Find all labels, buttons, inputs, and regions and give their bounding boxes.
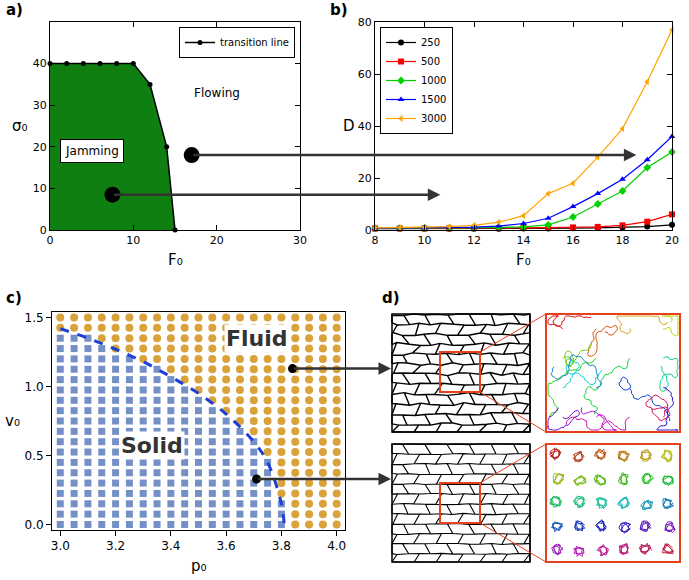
svg-text:1.5: 1.5: [25, 311, 44, 325]
svg-text:40: 40: [33, 57, 47, 70]
svg-text:1000: 1000: [421, 75, 446, 86]
svg-text:16: 16: [566, 234, 580, 247]
svg-text:20: 20: [665, 234, 679, 247]
svg-text:4.0: 4.0: [327, 539, 346, 553]
svg-text:v₀: v₀: [5, 412, 20, 430]
svg-text:σ₀: σ₀: [12, 117, 28, 135]
svg-text:1.0: 1.0: [25, 380, 44, 394]
svg-text:10: 10: [126, 234, 140, 247]
svg-text:F₀: F₀: [516, 251, 531, 269]
svg-text:0: 0: [47, 234, 54, 247]
svg-text:3.6: 3.6: [217, 539, 236, 553]
svg-text:F₀: F₀: [168, 251, 183, 269]
svg-text:20: 20: [210, 234, 224, 247]
svg-text:Solid: Solid: [121, 433, 183, 458]
svg-text:500: 500: [421, 56, 440, 67]
svg-text:10: 10: [33, 182, 47, 195]
svg-text:transition line: transition line: [220, 37, 289, 48]
svg-text:3.2: 3.2: [106, 539, 125, 553]
svg-text:12: 12: [467, 234, 481, 247]
svg-text:Fluid: Fluid: [226, 326, 288, 351]
svg-text:14: 14: [517, 234, 531, 247]
svg-text:1500: 1500: [421, 94, 446, 105]
svg-text:Jamming: Jamming: [65, 144, 119, 158]
svg-text:8: 8: [372, 234, 379, 247]
svg-text:3000: 3000: [421, 113, 446, 124]
svg-text:p₀: p₀: [191, 557, 207, 575]
svg-text:b): b): [330, 1, 348, 19]
svg-text:D: D: [343, 117, 355, 135]
svg-text:60: 60: [358, 68, 372, 81]
svg-text:80: 80: [358, 16, 372, 29]
svg-text:3.0: 3.0: [51, 539, 70, 553]
svg-text:30: 30: [293, 234, 307, 247]
svg-text:3.8: 3.8: [272, 539, 291, 553]
svg-text:10: 10: [418, 234, 432, 247]
svg-text:20: 20: [33, 141, 47, 154]
svg-text:40: 40: [358, 120, 372, 133]
svg-text:c): c): [6, 289, 22, 307]
svg-text:30: 30: [33, 99, 47, 112]
svg-text:3.4: 3.4: [161, 539, 180, 553]
svg-text:18: 18: [616, 234, 630, 247]
svg-text:Flowing: Flowing: [194, 86, 240, 100]
svg-text:d): d): [382, 289, 400, 307]
svg-text:0.0: 0.0: [25, 518, 44, 532]
svg-text:0.5: 0.5: [25, 449, 44, 463]
svg-text:0: 0: [365, 224, 372, 237]
svg-text:a): a): [6, 1, 23, 19]
svg-text:250: 250: [421, 37, 440, 48]
svg-text:20: 20: [358, 172, 372, 185]
svg-text:0: 0: [40, 224, 47, 237]
